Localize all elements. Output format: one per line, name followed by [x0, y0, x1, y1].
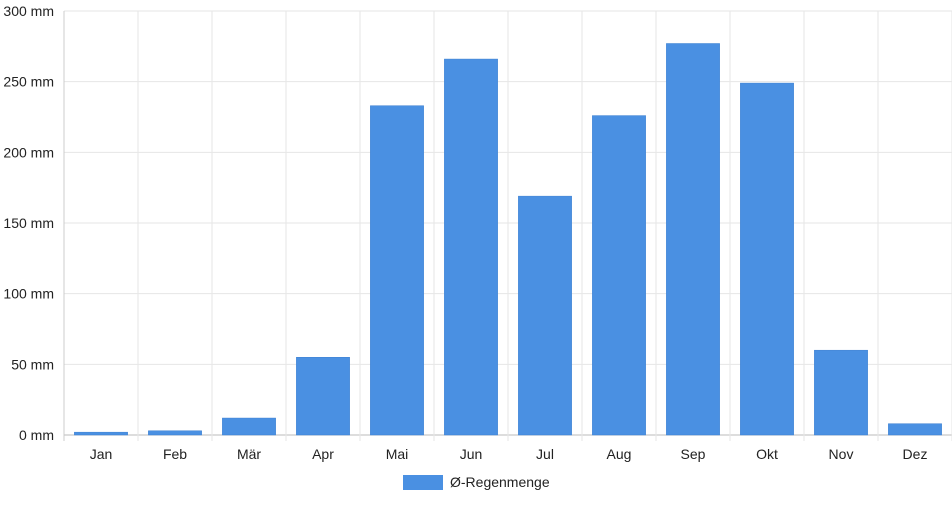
y-tick-label: 100 mm	[3, 286, 54, 302]
x-tick-label: Mai	[386, 446, 409, 462]
y-tick-label: 150 mm	[3, 215, 54, 231]
bar-jun[interactable]	[444, 58, 498, 436]
bar-sep[interactable]	[666, 43, 720, 436]
x-tick-label: Sep	[681, 446, 706, 462]
bar-aug[interactable]	[592, 115, 646, 436]
y-tick-label: 300 mm	[3, 3, 54, 19]
legend-swatch[interactable]	[403, 475, 443, 490]
bar-jan[interactable]	[74, 431, 128, 436]
legend[interactable]: Ø-Regenmenge	[403, 474, 550, 490]
x-tick-label: Okt	[756, 446, 778, 462]
legend-label[interactable]: Ø-Regenmenge	[450, 474, 550, 490]
x-tick-label: Dez	[903, 446, 928, 462]
x-tick-label: Apr	[312, 446, 334, 462]
bar-mai[interactable]	[370, 105, 424, 436]
grid-layer	[63, 10, 952, 441]
x-tick-label: Jun	[460, 446, 483, 462]
bar-apr[interactable]	[296, 357, 350, 436]
x-tick-label: Nov	[829, 446, 854, 462]
y-tick-label: 250 mm	[3, 74, 54, 90]
y-tick-label: 200 mm	[3, 144, 54, 160]
bar-okt[interactable]	[740, 82, 794, 436]
x-tick-label: Aug	[607, 446, 632, 462]
axis-layer: 0 mm 50 mm 100 mm 150 mm 200 mm 250 mm 300 mm J…	[3, 3, 927, 462]
bar-feb[interactable]	[148, 430, 202, 436]
bar-mär[interactable]	[222, 417, 276, 436]
y-tick-label: 50 mm	[11, 356, 54, 372]
x-tick-label: Feb	[163, 446, 187, 462]
y-tick-label: 0 mm	[19, 427, 54, 443]
x-tick-label: Mär	[237, 446, 261, 462]
bar-jul[interactable]	[518, 195, 572, 436]
bar-dez[interactable]	[888, 423, 942, 436]
bar-nov[interactable]	[814, 349, 868, 436]
x-tick-label: Jan	[90, 446, 113, 462]
x-tick-label: Jul	[536, 446, 554, 462]
bar-layer	[74, 43, 942, 436]
